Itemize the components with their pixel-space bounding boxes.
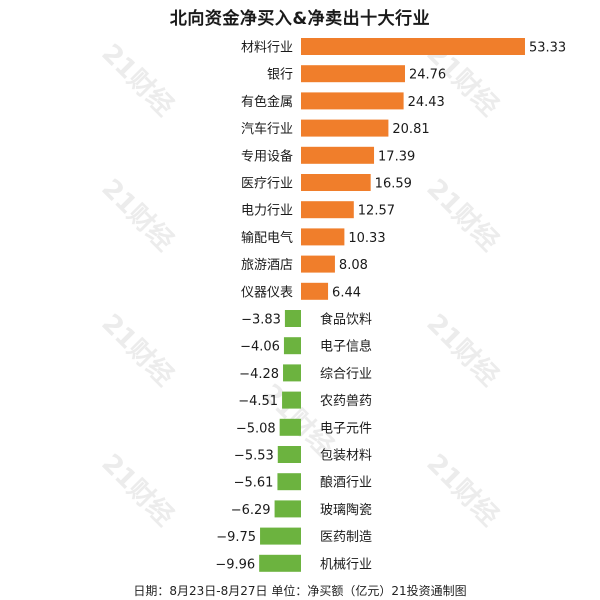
value-label: −5.53 bbox=[234, 449, 274, 464]
value-label: −4.28 bbox=[239, 367, 279, 382]
bar bbox=[301, 201, 354, 219]
bar bbox=[301, 146, 375, 164]
category-label: 材料行业 bbox=[241, 41, 293, 56]
category-label: 食品饮料 bbox=[320, 312, 372, 328]
category-label: 综合行业 bbox=[320, 367, 372, 382]
category-label: 医疗行业 bbox=[241, 177, 293, 192]
category-label: 旅游酒店 bbox=[241, 258, 293, 273]
value-label: 16.59 bbox=[375, 177, 412, 192]
value-label: 53.33 bbox=[529, 41, 566, 56]
bar bbox=[283, 337, 301, 355]
value-label: −9.96 bbox=[215, 557, 255, 572]
bar bbox=[279, 418, 301, 436]
category-label: 仪器仪表 bbox=[241, 285, 293, 300]
category-label: 包装材料 bbox=[320, 449, 372, 464]
chart-title: 北向资金净买入&净卖出十大行业 bbox=[169, 9, 431, 29]
value-label: −6.29 bbox=[231, 503, 271, 518]
bar bbox=[277, 473, 301, 491]
category-label: 输配电气 bbox=[241, 230, 293, 246]
category-label: 酿酒行业 bbox=[320, 475, 372, 491]
category-label: 电力行业 bbox=[241, 204, 293, 219]
value-label: −4.51 bbox=[238, 394, 278, 409]
category-label: 电子信息 bbox=[320, 339, 372, 355]
bar bbox=[301, 174, 371, 191]
value-label: −5.08 bbox=[236, 421, 276, 436]
bar bbox=[301, 92, 404, 110]
value-label: 8.08 bbox=[339, 258, 368, 273]
value-label: 17.39 bbox=[378, 149, 415, 164]
value-label: 10.33 bbox=[348, 231, 385, 246]
category-label: 电子元件 bbox=[320, 421, 372, 436]
bar bbox=[301, 119, 389, 137]
value-label: −3.83 bbox=[241, 313, 281, 328]
bar bbox=[284, 310, 301, 327]
value-label: −4.06 bbox=[240, 340, 280, 355]
bar bbox=[282, 391, 301, 409]
category-label: 玻璃陶瓷 bbox=[320, 502, 372, 518]
category-label: 农药兽药 bbox=[320, 394, 372, 409]
value-label: 12.57 bbox=[358, 204, 395, 219]
bar bbox=[274, 500, 301, 518]
bar bbox=[301, 38, 525, 55]
category-label: 汽车行业 bbox=[241, 121, 293, 137]
category-label: 有色金属 bbox=[241, 94, 293, 110]
value-label: 24.76 bbox=[409, 68, 446, 83]
bar bbox=[283, 364, 301, 382]
category-label: 银行 bbox=[267, 68, 293, 83]
bar bbox=[301, 282, 329, 300]
value-label: 24.43 bbox=[408, 95, 445, 110]
value-label: 6.44 bbox=[332, 285, 361, 300]
value-label: −9.75 bbox=[216, 530, 256, 545]
value-label: −5.61 bbox=[234, 476, 274, 491]
chart-footer: 日期：8月23日-8月27日 单位：净买额（亿元）21投资通制图 bbox=[133, 584, 467, 598]
value-label: 20.81 bbox=[392, 122, 429, 137]
bar bbox=[277, 446, 301, 463]
bar bbox=[260, 527, 301, 545]
bar bbox=[301, 228, 345, 246]
category-label: 专用设备 bbox=[241, 148, 293, 164]
bar bbox=[259, 554, 301, 572]
category-label: 机械行业 bbox=[320, 557, 372, 572]
bar bbox=[301, 65, 405, 83]
bar bbox=[301, 255, 335, 273]
category-label: 医药制造 bbox=[320, 530, 372, 545]
